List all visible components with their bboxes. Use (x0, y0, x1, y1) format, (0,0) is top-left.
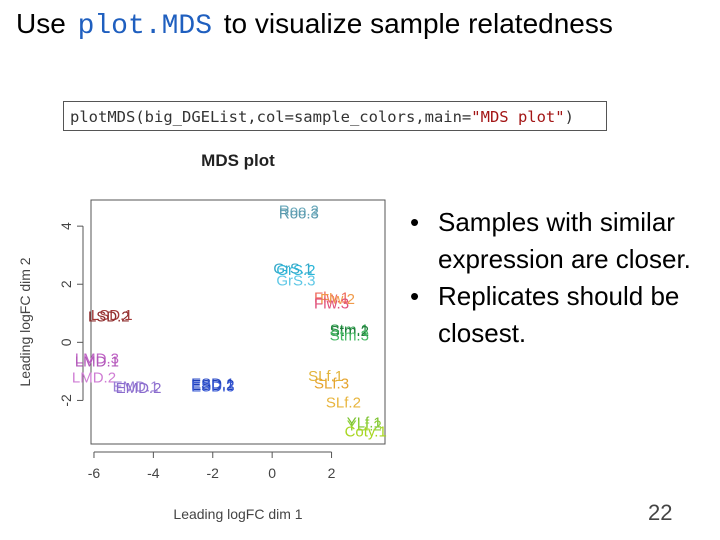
page-number: 22 (648, 500, 673, 525)
point-label: Roo.2 (279, 203, 319, 220)
point-label: SLf.2 (326, 394, 361, 411)
slide-title: Use plot.MDS to visualize sample related… (16, 8, 613, 42)
mds-plot: MDS plot -6 -4 -2 0 2 -2 0 2 4 Leading logFC di… (17, 151, 387, 522)
x-tick-label: -2 (207, 465, 220, 481)
bullet-list: Samples with similar expression are clos… (408, 204, 708, 352)
point-label: YLf.2 (347, 418, 382, 435)
point-label: GrS.3 (276, 272, 315, 289)
y-tick-label: 2 (58, 280, 74, 288)
point-label: LMD.2 (72, 370, 116, 387)
title-suffix: to visualize sample relatedness (223, 8, 613, 39)
point-label: Stm.1 (330, 322, 369, 339)
code-string: "MDS plot" (471, 108, 565, 126)
bullet-item: Samples with similar expression are clos… (408, 204, 708, 278)
point-label: EMD.1 (113, 378, 159, 395)
plot-frame (90, 199, 386, 445)
point-label: Flw.3 (314, 296, 349, 313)
x-tick-label: -4 (147, 465, 160, 481)
point-label: LSD.2 (88, 309, 130, 326)
point-label: EMD.2 (116, 380, 162, 397)
code-snippet: plotMDS(big_DGEList,col=sample_colors,ma… (63, 101, 607, 131)
point-label: LMD.1 (75, 354, 119, 371)
point-label: LSD.1 (91, 307, 133, 324)
point-label: ESD.1 (191, 375, 234, 392)
x-tick-label: -6 (88, 465, 101, 481)
point-label: Flw.1 (314, 290, 349, 307)
point-label: ESD.2 (191, 377, 234, 394)
y-axis: -2 0 2 4 (58, 222, 84, 407)
point-label: Coty.1 (345, 423, 387, 440)
point-label: LMD.3 (75, 351, 119, 368)
point-label: Stm.3 (330, 327, 369, 344)
point-label: Stm.2 (330, 323, 369, 340)
y-tick-label: 0 (58, 338, 74, 346)
point-label: Roo.3 (279, 205, 319, 222)
y-tick-label: -2 (58, 394, 74, 407)
title-code: plot.MDS (77, 11, 212, 42)
code-part-2: ) (564, 108, 574, 126)
point-label: GrS.1 (273, 261, 312, 278)
chart-title: MDS plot (201, 151, 275, 170)
x-axis: -6 -4 -2 0 2 (88, 451, 336, 481)
bullet-item: Replicates should be closest. (408, 278, 708, 352)
y-axis-label: Leading logFC dim 2 (17, 257, 33, 386)
point-label: YLf.1 (347, 415, 382, 432)
point-label: GrS.2 (276, 262, 315, 279)
point-label: SLf.1 (308, 368, 343, 385)
point-label: ESD.3 (191, 378, 234, 395)
x-tick-label: 2 (328, 465, 336, 481)
title-prefix: Use (16, 8, 66, 39)
point-label: SLf.3 (314, 375, 349, 392)
x-axis-label: Leading logFC dim 1 (173, 506, 302, 522)
point-label: Flw.2 (320, 291, 355, 308)
x-tick-label: 0 (268, 465, 276, 481)
y-tick-label: 4 (58, 222, 74, 230)
code-part-1: plotMDS(big_DGEList,col=sample_colors,ma… (70, 108, 472, 126)
